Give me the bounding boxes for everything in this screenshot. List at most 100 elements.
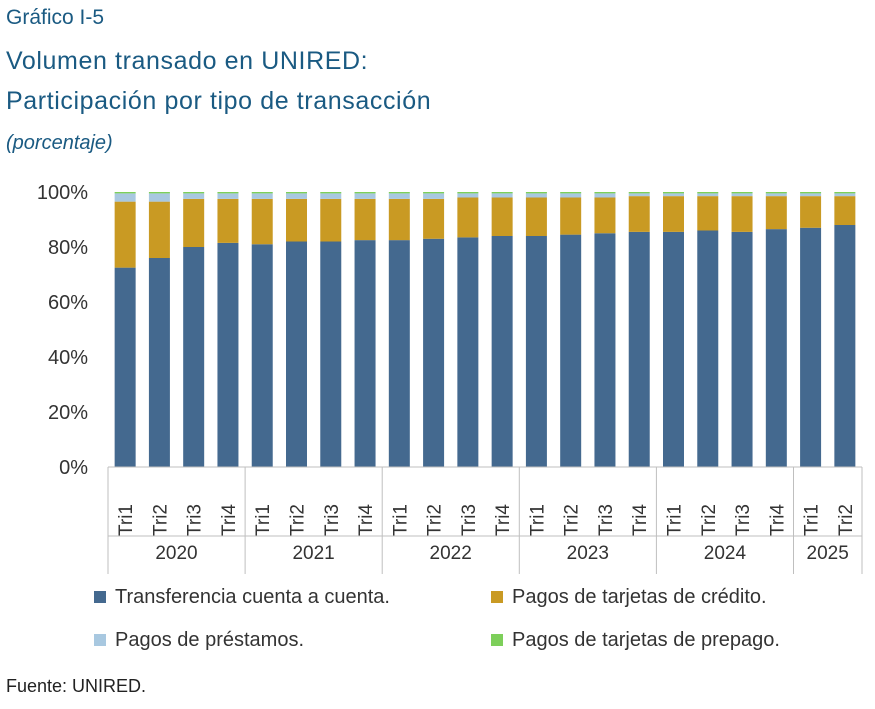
y-tick-label: 60% <box>48 292 88 314</box>
bar-segment-s2-c16 <box>663 193 684 197</box>
x-tick-label: Tri3 <box>322 504 343 536</box>
bar-segment-s3-c1 <box>148 192 170 194</box>
bar-segment-s3-c8 <box>388 192 410 194</box>
bar-segment-s3-c0 <box>114 192 136 194</box>
bar-segment-s0-c0 <box>114 267 136 468</box>
bar-segment-s0-c19 <box>765 229 787 468</box>
bar-segment-s3-c2 <box>183 192 205 194</box>
bar-segment-s3-c9 <box>423 192 445 194</box>
bar-segment-s3-c12 <box>525 192 547 194</box>
bar-segment-s0-c6 <box>320 241 342 467</box>
bar-segment-s1-c7 <box>354 198 376 241</box>
bar-segment-s0-c13 <box>560 234 582 468</box>
x-tick-label: Tri3 <box>733 504 754 536</box>
bar-segment-s0-c17 <box>697 230 719 467</box>
year-group-label: 2022 <box>430 543 472 564</box>
bar-segment-s1-c0 <box>114 201 136 268</box>
year-group-label: 2021 <box>292 543 334 564</box>
bar-segment-s0-c9 <box>423 238 445 467</box>
bar-segment-s1-c18 <box>731 196 753 232</box>
x-tick-label: Tri4 <box>767 504 788 536</box>
legend-label: Pagos de tarjetas de crédito. <box>512 586 767 608</box>
bar-segment-s0-c7 <box>354 240 376 468</box>
legend-swatch <box>94 591 106 603</box>
y-tick-label: 100% <box>37 182 88 204</box>
bars-layer <box>114 192 856 468</box>
bar-segment-s3-c19 <box>765 192 787 194</box>
bar-segment-s2-c4 <box>251 193 273 199</box>
x-tick-label: Tri4 <box>219 504 240 536</box>
bar-segment-s1-c21 <box>834 196 856 226</box>
bar-segment-s0-c12 <box>525 236 547 467</box>
bar-segment-s2-c1 <box>148 193 170 202</box>
bar-segment-s1-c17 <box>697 196 719 231</box>
source-note: Fuente: UNIRED. <box>6 676 147 696</box>
bar-segment-s3-c18 <box>731 192 753 194</box>
x-tick-label: Tri1 <box>527 504 548 536</box>
y-tick-label: 0% <box>59 457 88 479</box>
bar-segment-s2-c8 <box>388 193 410 199</box>
bar-segment-s1-c8 <box>388 198 410 241</box>
bar-segment-s2-c5 <box>286 193 307 199</box>
bar-segment-s0-c1 <box>148 258 170 467</box>
bar-segment-s1-c12 <box>525 197 547 236</box>
bar-segment-s3-c14 <box>594 192 616 194</box>
x-tick-label: Tri1 <box>116 504 137 536</box>
bar-segment-s0-c14 <box>594 233 616 467</box>
bar-segment-s3-c4 <box>251 192 273 194</box>
bar-segment-s0-c8 <box>388 240 410 468</box>
year-group-label: 2025 <box>807 543 849 564</box>
bar-segment-s2-c3 <box>217 193 239 199</box>
x-tick-label: Tri2 <box>150 504 171 536</box>
x-tick-label: Tri1 <box>802 504 823 536</box>
bar-segment-s0-c4 <box>251 244 273 467</box>
bar-segment-s3-c7 <box>354 192 376 194</box>
bar-segment-s0-c18 <box>731 231 753 468</box>
bar-segment-s3-c6 <box>320 192 342 194</box>
bar-segment-s1-c4 <box>251 198 273 245</box>
bar-segment-s0-c15 <box>628 231 650 468</box>
x-tick-label: Tri3 <box>459 504 480 536</box>
bar-segment-s1-c10 <box>457 197 479 238</box>
chart-title-line1: Volumen transado en UNIRED: <box>6 47 369 75</box>
legend-swatch <box>491 634 503 646</box>
bar-segment-s2-c21 <box>834 193 856 197</box>
bar-segment-s0-c20 <box>800 227 822 467</box>
legend-swatch <box>491 591 503 603</box>
bar-segment-s2-c2 <box>183 193 205 199</box>
bar-segment-s3-c16 <box>663 192 684 194</box>
bar-segment-s2-c9 <box>423 193 445 199</box>
x-tick-label: Tri3 <box>596 504 617 536</box>
bar-segment-s0-c11 <box>491 236 513 467</box>
bar-segment-s1-c16 <box>663 196 684 232</box>
year-group-label: 2024 <box>704 543 747 564</box>
bar-segment-s3-c20 <box>800 192 822 194</box>
year-group-label: 2020 <box>155 543 197 564</box>
bar-segment-s1-c13 <box>560 197 582 235</box>
bar-segment-s3-c13 <box>560 192 582 194</box>
bar-segment-s2-c17 <box>697 193 719 197</box>
bar-segment-s3-c15 <box>628 192 650 194</box>
bar-segment-s0-c16 <box>663 231 684 468</box>
legend: Transferencia cuenta a cuenta. Pagos de t… <box>94 586 780 651</box>
x-tick-label: Tri2 <box>425 504 446 536</box>
y-tick-label: 20% <box>48 402 88 424</box>
bar-segment-s2-c18 <box>731 193 753 197</box>
x-tick-label: Tri4 <box>630 504 651 536</box>
x-tick-label: Tri1 <box>253 504 274 536</box>
legend-label: Pagos de tarjetas de prepago. <box>512 629 780 651</box>
figure-number: Gráfico I-5 <box>6 6 105 29</box>
x-tick-label: Tri2 <box>836 504 857 536</box>
bar-segment-s2-c7 <box>354 193 376 199</box>
bar-segment-s1-c2 <box>183 198 205 248</box>
bar-segment-s0-c5 <box>286 241 307 467</box>
bar-segment-s1-c11 <box>491 197 513 236</box>
bar-segment-s2-c0 <box>114 193 136 202</box>
bar-segment-s1-c1 <box>148 201 170 259</box>
bar-segment-s0-c21 <box>834 225 856 467</box>
bar-segment-s2-c6 <box>320 193 342 199</box>
x-tick-label: Tri2 <box>288 504 309 536</box>
legend-label: Pagos de préstamos. <box>115 629 304 651</box>
chart-subtitle: (porcentaje) <box>6 132 113 154</box>
bar-segment-s2-c15 <box>628 193 650 197</box>
